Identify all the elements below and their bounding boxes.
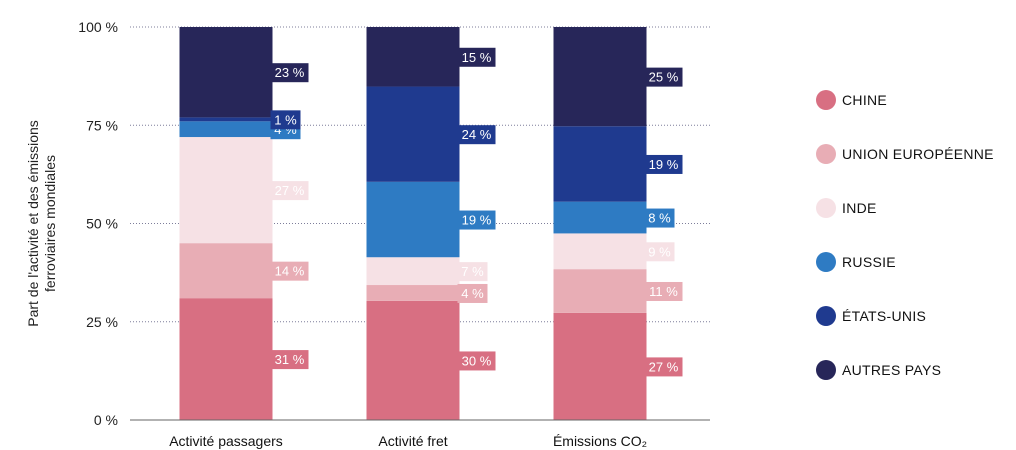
legend-swatch	[816, 306, 836, 326]
bars-layer	[179, 27, 647, 420]
legend-label: AUTRES PAYS	[842, 362, 941, 378]
data-label-box	[644, 281, 683, 301]
data-label-box	[270, 110, 301, 130]
y-axis-label-line: ferroviaires mondiales	[42, 155, 58, 292]
bar-segment	[553, 269, 647, 313]
legend-label: CHINE	[842, 92, 887, 108]
x-tick-label: Activité fret	[378, 433, 447, 449]
legend-label: ÉTATS-UNIS	[842, 308, 926, 324]
bar-segment	[366, 86, 460, 182]
bar-segment	[179, 243, 273, 299]
data-label: 15 %	[462, 50, 492, 65]
data-label-box	[270, 350, 309, 370]
data-label: 9 %	[648, 244, 671, 259]
data-label: 23 %	[275, 65, 305, 80]
x-tick-label: Émissions CO₂	[553, 433, 647, 449]
data-label-box	[457, 210, 496, 230]
data-label: 8 %	[648, 211, 671, 226]
legend-swatch	[816, 90, 836, 110]
data-label-box	[644, 67, 683, 87]
y-axis-label: Part de l'activité et des émissionsferro…	[25, 120, 58, 327]
bar-segment	[179, 27, 273, 118]
bar-segment	[366, 300, 460, 420]
axis-layer: 0 % 25 % 50 % 75 % 100 % Part de l'activité e…	[25, 19, 710, 449]
data-label-box	[644, 242, 675, 262]
data-label-box	[457, 262, 488, 282]
data-label-box	[457, 47, 496, 67]
data-label-box	[457, 283, 488, 303]
data-label: 27 %	[649, 359, 679, 374]
bar-segment	[553, 201, 647, 234]
data-label: 27 %	[275, 183, 305, 198]
data-label-box	[644, 208, 675, 228]
bar-segment	[553, 126, 647, 202]
data-label-box	[270, 261, 309, 281]
y-tick-label: 50 %	[86, 216, 118, 232]
legend-swatch	[816, 252, 836, 272]
data-label: 4 %	[461, 286, 484, 301]
data-label-box	[457, 351, 496, 371]
bar-segment	[179, 137, 273, 244]
bar-segment	[366, 285, 460, 301]
bar-segment	[366, 27, 460, 87]
legend-label: INDE	[842, 200, 877, 216]
legend-label: RUSSIE	[842, 254, 896, 270]
data-label-box	[644, 357, 683, 377]
legend-swatch	[816, 144, 836, 164]
bar-segment	[553, 233, 647, 270]
bar-segment	[553, 312, 647, 420]
legend-layer: CHINE UNION EUROPÉENNE INDE RUSSIE ÉTATS-UNI…	[816, 90, 994, 380]
bar-segment	[179, 121, 273, 138]
data-label: 7 %	[461, 264, 484, 279]
y-tick-label: 0 %	[94, 412, 118, 428]
data-label: 19 %	[649, 157, 679, 172]
bar-segment	[366, 257, 460, 286]
data-label-box	[644, 154, 683, 174]
data-label: 11 %	[649, 284, 678, 299]
legend-swatch	[816, 198, 836, 218]
data-label: 30 %	[462, 353, 492, 368]
data-label: 19 %	[462, 213, 492, 228]
data-label: 1 %	[274, 112, 297, 127]
bar-segment	[179, 298, 273, 420]
bar-segment	[179, 117, 273, 122]
legend-label: UNION EUROPÉENNE	[842, 146, 994, 162]
data-label: 25 %	[649, 70, 679, 85]
bar-segment	[366, 181, 460, 258]
y-tick-label: 25 %	[86, 314, 118, 330]
bar-segment	[553, 27, 647, 127]
y-tick-label: 100 %	[78, 19, 118, 35]
x-tick-label: Activité passagers	[169, 433, 283, 449]
y-axis-label-line: Part de l'activité et des émissions	[25, 120, 41, 327]
y-tick-label: 75 %	[86, 117, 118, 133]
data-label: 31 %	[275, 352, 305, 367]
data-label-box	[270, 181, 309, 201]
data-label-box	[457, 125, 496, 145]
data-label: 14 %	[275, 264, 305, 279]
data-label: 24 %	[462, 127, 492, 142]
labels-layer: 31 %14 %27 %4 %1 %23 %30 %4 %7 %19 %24 %…	[270, 47, 683, 377]
data-label-box	[270, 63, 309, 83]
legend-swatch	[816, 360, 836, 380]
